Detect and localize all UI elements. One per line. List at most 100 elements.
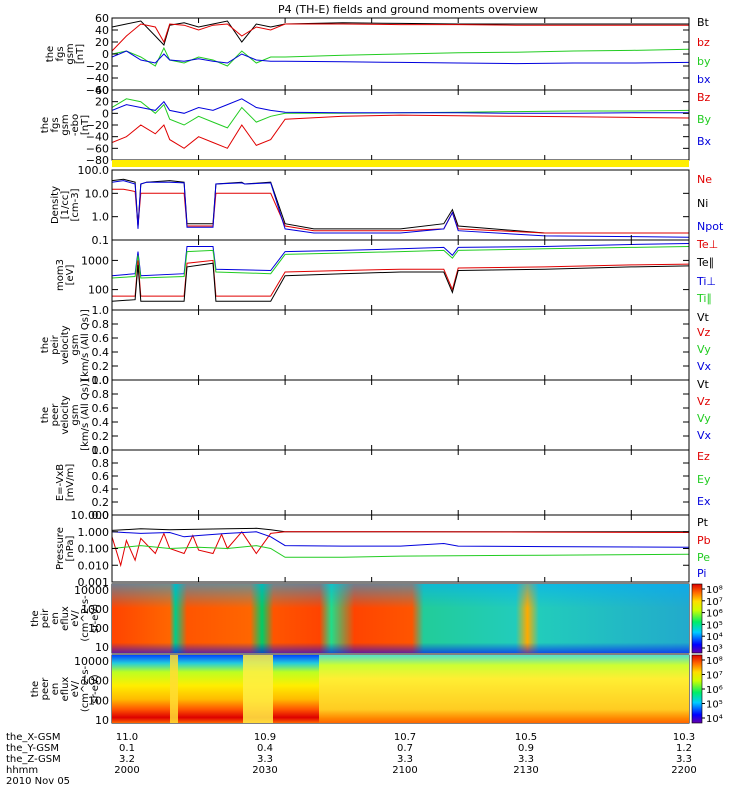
time-axis-value: 0.9	[518, 743, 534, 754]
y-tick-label: 0.6	[92, 402, 110, 415]
y-axis-label: sr-eV)	[90, 604, 101, 633]
y-axis-label: the	[40, 337, 51, 353]
ion-colorbar	[691, 583, 703, 654]
y-axis-label: fgs	[50, 117, 61, 132]
legend-Vx: Vx	[697, 429, 712, 442]
y-axis-label: [km/s (All Qs)]	[80, 309, 91, 381]
electron-spectrogram-gap-2	[243, 655, 273, 723]
series-Ni	[112, 178, 689, 234]
legend-Te∥: Te∥	[696, 256, 714, 269]
series-Pt	[112, 527, 689, 533]
y-axis-label: velocity	[60, 395, 71, 434]
time-axis-value: 0.7	[397, 743, 413, 754]
y-axis-label: peer	[50, 403, 61, 427]
legend-Ni: Ni	[697, 197, 708, 210]
y-tick-label: 1000	[81, 675, 109, 688]
y-tick-label: 40	[95, 24, 109, 37]
y-tick-label: 0.8	[92, 388, 110, 401]
time-axis-row-label: hhmm	[6, 765, 38, 776]
y-axis-label: gsm	[65, 43, 76, 64]
series-bx	[112, 50, 689, 65]
colorbar-tick-label: 10⁶	[706, 609, 723, 620]
time-axis-value: 3.3	[518, 754, 534, 765]
quality-flag-bar	[112, 160, 689, 167]
y-axis-label: [mV/m]	[65, 464, 76, 502]
legend-Vt: Vt	[697, 311, 710, 324]
y-axis-label: eV/	[70, 680, 81, 697]
y-axis-label: (cm^2-s-	[80, 595, 91, 642]
y-tick-label: 1.000	[78, 526, 110, 539]
colorbar-tick-label: 10⁷	[706, 597, 723, 608]
y-tick-label: 60	[95, 12, 109, 25]
electron-colorbar	[691, 654, 703, 724]
y-tick-label: 1.0	[92, 304, 110, 317]
y-axis-label: [nT]	[80, 115, 91, 135]
y-axis-label: (cm^2-s-	[80, 665, 91, 712]
y-tick-label: −20	[86, 60, 109, 73]
y-tick-label: 10.000	[71, 509, 110, 522]
time-axis-value: 2030	[252, 765, 277, 776]
time-axis-row-label: the_Y-GSM	[6, 743, 59, 754]
series-Pe	[112, 545, 689, 558]
y-tick-label: 0.0	[92, 509, 110, 522]
y-axis-label: the	[40, 117, 51, 133]
legend-bx: bx	[697, 73, 711, 86]
series-Ti∥	[112, 246, 689, 279]
panel-3: 100.0 10.0 1.0 0.1 Density [1/cc] [cm-3] Ne Ni Np…	[50, 164, 724, 247]
colorbar-tick-label: 10⁶	[706, 685, 723, 696]
ion-spectrogram-shade	[112, 584, 689, 653]
legend-Vx: Vx	[697, 360, 712, 373]
panel-8: 10.000 1.000 0.100 0.010 0.001 Pressure [nPa] P…	[55, 509, 711, 589]
y-axis-label: [nT]	[75, 44, 86, 64]
y-tick-label: 0.6	[92, 470, 110, 483]
y-tick-label: 0.4	[92, 416, 110, 429]
series-By	[112, 98, 689, 129]
ion-spectrogram	[112, 584, 689, 653]
figure-title: P4 (TH-E) fields and ground moments over…	[278, 3, 538, 16]
time-axis-value: 3.3	[676, 754, 692, 765]
y-axis-label: [cm-3]	[70, 188, 81, 221]
y-tick-label: 0.8	[92, 457, 110, 470]
date-label: 2010 Nov 05	[6, 776, 70, 787]
electron-spectrogram-active	[112, 655, 319, 723]
y-axis-label: [1/cc]	[60, 191, 71, 220]
panel-frame	[111, 89, 690, 161]
y-axis-label: eV/	[70, 610, 81, 627]
y-axis-label: gsm	[70, 404, 81, 425]
legend-Vy: Vy	[697, 343, 711, 356]
series-Npot	[112, 180, 689, 238]
time-axis-value: 11.0	[116, 732, 138, 743]
y-axis-label: sr-eV)	[90, 674, 101, 703]
legend-Ex: Ex	[697, 495, 711, 508]
legend-Pb: Pb	[697, 534, 711, 547]
y-axis-label: Pressure	[55, 527, 66, 570]
y-axis-label: eflux	[60, 677, 71, 702]
legend-Bz: Bz	[697, 91, 711, 104]
electron-spectrogram	[112, 655, 689, 723]
legend-Pt: Pt	[697, 516, 709, 529]
y-tick-label: −40	[86, 131, 109, 144]
legend-Vz: Vz	[697, 326, 711, 339]
y-tick-label: 1000	[81, 254, 109, 267]
time-axis-value: 3.2	[119, 754, 135, 765]
time-axis-value: 1.2	[676, 743, 692, 754]
y-tick-label: −60	[86, 142, 109, 155]
colorbar-tick-label: 10⁵	[706, 620, 723, 631]
series-Pb	[112, 530, 689, 568]
colorbar-tick-label: 10⁷	[706, 671, 723, 682]
time-axis-row-label: the_Z-GSM	[6, 754, 61, 765]
legend-Ti∥: Ti∥	[696, 292, 712, 305]
y-axis-label: fgs	[55, 46, 66, 61]
y-tick-label: 20	[95, 36, 109, 49]
y-tick-label: 10	[95, 714, 109, 727]
legend-Pi: Pi	[697, 567, 706, 580]
time-axis-value: 2200	[671, 765, 696, 776]
panel-frame	[111, 379, 690, 451]
y-axis-label: [eV]	[65, 265, 76, 286]
y-tick-label: 0	[102, 107, 109, 120]
y-tick-label: 10	[95, 641, 109, 654]
panel-frame	[111, 514, 690, 583]
